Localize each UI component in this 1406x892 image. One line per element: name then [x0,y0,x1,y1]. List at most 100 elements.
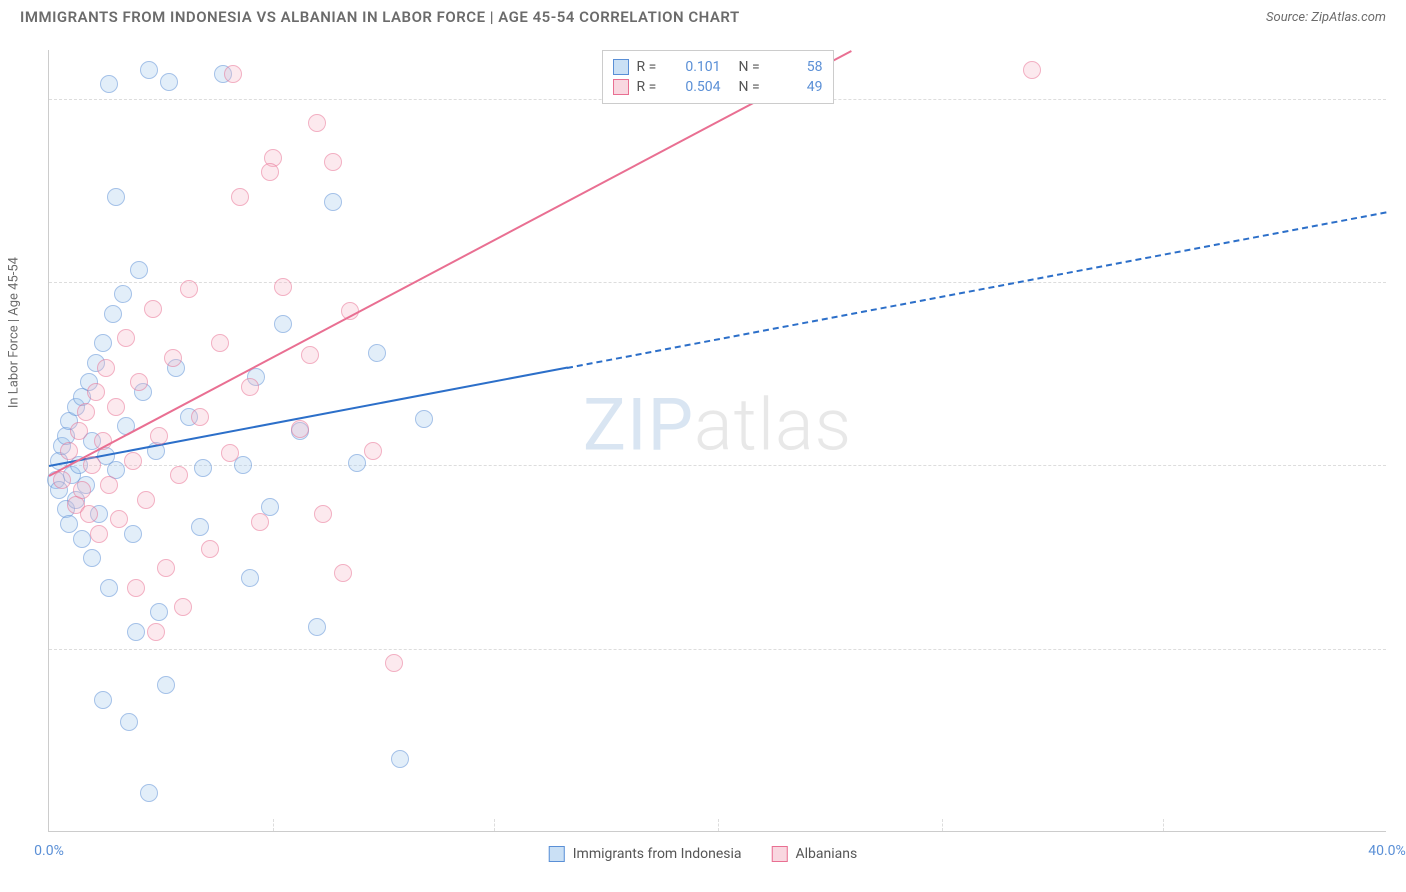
data-point-indonesia [124,525,142,543]
data-point-indonesia [194,459,212,477]
n-label: N = [739,79,767,95]
legend-label: Albanians [796,846,858,862]
data-point-indonesia [368,344,386,362]
data-point-albanian [224,65,242,83]
data-point-indonesia [120,713,138,731]
data-point-albanian [147,623,165,641]
data-point-albanian [211,334,229,352]
data-point-indonesia [391,750,409,768]
data-point-albanian [274,278,292,296]
data-point-indonesia [107,188,125,206]
data-point-albanian [334,564,352,582]
legend-swatch-albanian [772,846,788,862]
data-point-albanian [97,359,115,377]
data-point-indonesia [114,285,132,303]
data-point-indonesia [348,454,366,472]
x-tick-minor [718,819,719,831]
data-point-indonesia [100,579,118,597]
data-point-albanian [130,373,148,391]
data-point-albanian [60,442,78,460]
data-point-albanian [124,452,142,470]
data-point-indonesia [191,518,209,536]
data-point-albanian [110,510,128,528]
data-point-indonesia [157,676,175,694]
series-legend: Immigrants from Indonesia Albanians [549,846,858,862]
data-point-albanian [201,540,219,558]
data-point-indonesia [160,73,178,91]
data-point-albanian [324,153,342,171]
data-point-indonesia [241,569,259,587]
x-tick-label: 40.0% [1368,843,1406,859]
gridline-h [49,282,1386,283]
data-point-albanian [90,525,108,543]
data-point-albanian [191,408,209,426]
y-tick-label: 92.5% [1396,274,1406,290]
data-point-albanian [70,422,88,440]
data-point-albanian [241,378,259,396]
data-point-indonesia [140,784,158,802]
data-point-albanian [221,444,239,462]
data-point-indonesia [308,618,326,636]
data-point-indonesia [324,193,342,211]
legend-swatch-indonesia [549,846,565,862]
n-value: 49 [775,79,823,95]
data-point-albanian [150,427,168,445]
r-value: 0.504 [673,79,721,95]
correlation-legend: R = 0.101 N = 58R = 0.504 N = 49 [602,50,834,104]
data-point-albanian [73,481,91,499]
data-point-indonesia [94,691,112,709]
data-point-albanian [164,349,182,367]
data-point-albanian [80,505,98,523]
data-point-albanian [314,505,332,523]
legend-item-indonesia: Immigrants from Indonesia [549,846,742,862]
legend-swatch-indonesia [613,59,629,75]
data-point-albanian [291,420,309,438]
data-point-albanian [251,513,269,531]
x-tick-minor [942,819,943,831]
data-point-indonesia [415,410,433,428]
data-point-albanian [308,114,326,132]
y-tick-label: 100.0% [1396,91,1406,107]
watermark-zip: ZIP [583,382,694,467]
chart-title: IMMIGRANTS FROM INDONESIA VS ALBANIAN IN… [20,8,740,26]
watermark: ZIPatlas [583,382,852,467]
data-point-indonesia [127,623,145,641]
data-point-indonesia [234,456,252,474]
scatter-chart: R =0.101N =58R =0.504N =49 ZIPatlas 77.5… [48,50,1386,832]
n-label: N = [739,59,767,75]
data-point-albanian [83,456,101,474]
data-point-indonesia [100,75,118,93]
data-point-albanian [77,403,95,421]
data-point-albanian [385,654,403,672]
legend-row-indonesia: R = 0.101 N = 58 [613,57,823,77]
x-tick-minor [1163,819,1164,831]
data-point-albanian [53,471,71,489]
x-tick-minor [494,819,495,831]
data-point-albanian [364,442,382,460]
data-point-albanian [180,280,198,298]
data-point-indonesia [130,261,148,279]
data-point-indonesia [73,530,91,548]
legend-row-albanian: R =0.504N =49 [613,77,823,97]
watermark-rest: atlas [694,382,852,467]
data-point-albanian [137,491,155,509]
data-point-albanian [231,188,249,206]
data-point-indonesia [274,315,292,333]
data-point-albanian [100,476,118,494]
r-label: R = [637,59,665,75]
r-value: 0.101 [673,59,721,75]
gridline-h [49,649,1386,650]
data-point-albanian [107,398,125,416]
data-point-albanian [157,559,175,577]
y-axis-label: In Labor Force | Age 45-54 [7,257,22,408]
data-point-albanian [87,383,105,401]
x-tick-label: 0.0% [34,843,64,859]
y-tick-label: 77.5% [1396,641,1406,657]
data-point-indonesia [60,515,78,533]
legend-swatch-albanian [613,79,629,95]
legend-label: Immigrants from Indonesia [573,846,742,862]
n-value: 58 [775,59,823,75]
legend-item-albanian: Albanians [772,846,858,862]
data-point-albanian [144,300,162,318]
data-point-albanian [1023,61,1041,79]
